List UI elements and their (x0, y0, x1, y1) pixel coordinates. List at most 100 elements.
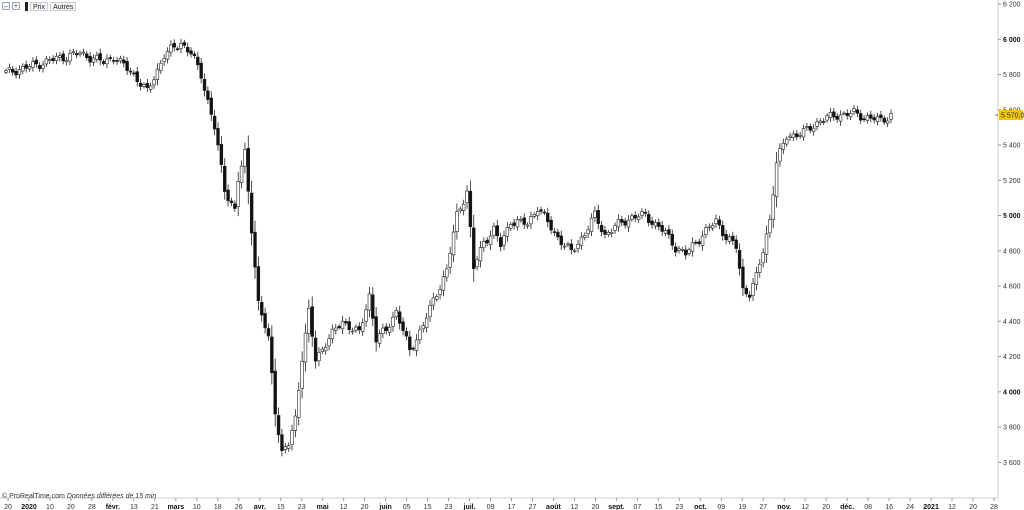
candle-body (31, 61, 35, 68)
x-tick-label: 08 (864, 504, 872, 510)
candle-body (529, 216, 533, 225)
candle-body (848, 113, 853, 118)
candle-body (155, 68, 160, 80)
candle-body (768, 219, 772, 234)
candle-body (280, 434, 284, 451)
candle-body (290, 430, 294, 445)
candle-body (559, 235, 563, 246)
candle-body (54, 55, 59, 61)
candle-body (186, 46, 190, 53)
candle-body (721, 225, 725, 237)
candle-body (7, 67, 12, 70)
candle-body (115, 60, 119, 62)
candle-body (243, 149, 247, 167)
candle-body (307, 308, 311, 334)
candle-body (515, 219, 520, 228)
x-tick-label: 12 (340, 504, 348, 510)
candle-body (862, 118, 866, 121)
candle-body (223, 165, 227, 192)
candle-body (488, 235, 493, 245)
x-tick-label: 23 (298, 504, 306, 510)
candle-body (586, 229, 590, 235)
candle-body (216, 128, 220, 146)
candle-body (620, 219, 624, 223)
candle-body (842, 112, 846, 115)
y-tick-label: 4 800 (1003, 248, 1021, 255)
candle-body (11, 68, 15, 73)
candle-body (132, 72, 136, 75)
x-tick-label: 20 (822, 504, 830, 510)
candle-body (754, 272, 759, 285)
candle-body (145, 82, 150, 88)
candle-body (835, 115, 839, 120)
candle-body (233, 203, 237, 209)
zoom-out-button[interactable]: – (2, 2, 10, 10)
candle-body (670, 233, 674, 246)
candle-body (589, 217, 594, 232)
candle-body (788, 135, 792, 138)
x-tick-label: 2020 (21, 504, 37, 510)
x-tick-label: 20 (361, 504, 369, 510)
candle-body (125, 61, 129, 71)
x-tick-label: 24 (906, 504, 914, 510)
candle-body (357, 326, 362, 331)
candle-body (465, 190, 469, 204)
candle-body (74, 53, 79, 56)
candle-body (438, 289, 442, 296)
x-tick-label: 09 (487, 504, 495, 510)
price-menu[interactable]: Prix (30, 1, 49, 11)
candle-body (512, 222, 516, 226)
candle-body (424, 317, 429, 328)
candle-body (647, 213, 651, 223)
y-tick-label: 4 600 (1003, 284, 1021, 291)
candle-body (855, 109, 860, 114)
candle-body (377, 333, 382, 344)
candle-body (872, 117, 876, 121)
others-menu[interactable]: Autres (50, 1, 77, 11)
candle-body (330, 328, 335, 340)
candle-body (731, 235, 735, 241)
x-tick-label: 20 (969, 504, 977, 510)
candle-body (576, 243, 580, 249)
candle-body (189, 50, 193, 55)
candle-body (492, 225, 496, 236)
x-tick-label: nov. (777, 504, 791, 510)
candle-body (303, 332, 308, 363)
x-tick-label: 15 (424, 504, 432, 510)
x-tick-label: 27 (529, 504, 537, 510)
candle-body (105, 58, 109, 65)
candle-body (401, 321, 405, 332)
candle-body (360, 322, 365, 332)
candle-body (684, 249, 688, 256)
candle-body (845, 112, 849, 116)
candle-body (91, 57, 96, 63)
x-tick-label: déc. (840, 504, 854, 510)
candle-body (88, 55, 92, 63)
candle-body (404, 331, 409, 337)
y-tick-label: 5 000 (1003, 213, 1021, 220)
candle-body (478, 247, 483, 262)
candle-body (784, 138, 789, 145)
candle-body (199, 62, 203, 79)
candle-body (623, 220, 627, 226)
candle-body (334, 327, 338, 331)
delay-note: Données différées de 15 min (66, 493, 157, 500)
candle-body (697, 241, 701, 245)
candle-body (81, 51, 86, 54)
candle-body (118, 58, 123, 62)
x-tick-label: 09 (717, 504, 725, 510)
candle-body (418, 329, 422, 341)
candle-body (270, 336, 274, 374)
candle-body (811, 127, 816, 132)
candle-body (364, 309, 368, 322)
zoom-in-button[interactable]: + (12, 2, 20, 10)
candle-body (610, 231, 614, 234)
x-tick-label: 13 (130, 504, 138, 510)
x-tick-label: 27 (759, 504, 767, 510)
candle-body (229, 200, 234, 203)
candle-body (879, 114, 883, 118)
candle-body (616, 218, 621, 228)
candle-body (283, 446, 287, 450)
x-tick-label: 20 (67, 504, 75, 510)
